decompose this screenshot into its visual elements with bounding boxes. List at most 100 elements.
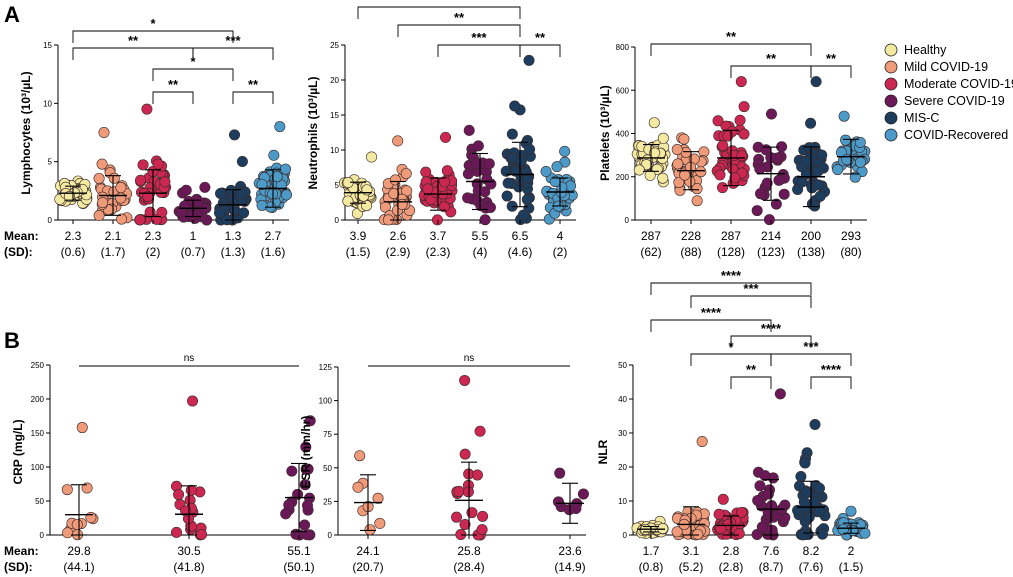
significance-bracket xyxy=(690,353,772,366)
significance-bracket xyxy=(152,91,194,104)
data-point xyxy=(304,415,316,427)
data-point xyxy=(794,480,806,492)
data-point xyxy=(521,194,533,206)
data-point xyxy=(301,499,313,511)
data-point xyxy=(717,140,729,152)
data-point xyxy=(673,176,685,188)
data-point xyxy=(509,100,521,112)
data-point xyxy=(552,496,564,508)
data-point xyxy=(256,178,268,190)
data-point xyxy=(838,110,850,122)
significance-label: *** xyxy=(471,30,487,45)
y-tick-label: 0 xyxy=(625,216,630,225)
y-axis-label: Neutrophils (10³/µL) xyxy=(306,77,320,190)
legend-label-severe: Severe COVID-19 xyxy=(904,94,1005,108)
data-point xyxy=(372,492,384,504)
data-point xyxy=(502,177,514,189)
y-tick-label: 75 xyxy=(323,430,332,439)
sd-label-a: (SD): xyxy=(4,245,33,259)
significance-bracket xyxy=(232,91,274,104)
y-tick-label: 25 xyxy=(330,41,339,50)
data-point xyxy=(401,185,413,197)
data-point xyxy=(515,155,527,167)
y-tick-label: 50 xyxy=(35,497,44,506)
y-tick-label: 40 xyxy=(618,395,627,404)
data-point xyxy=(657,172,669,184)
mean-value: 3.9 xyxy=(350,229,367,243)
y-tick-label: 0 xyxy=(335,216,340,225)
data-point xyxy=(551,161,563,173)
data-point xyxy=(692,528,704,540)
data-point xyxy=(477,510,489,522)
data-point xyxy=(180,184,192,196)
data-point xyxy=(440,131,452,143)
significance-bracket xyxy=(437,44,521,57)
panel-label-b: B xyxy=(4,328,20,353)
significance-label: ** xyxy=(128,33,139,48)
significance-bracket xyxy=(357,6,521,19)
legend-item-healthy: Healthy xyxy=(884,43,947,57)
sd-value: (20.7) xyxy=(352,560,383,574)
data-point xyxy=(96,158,108,170)
y-tick-label: 5 xyxy=(48,158,53,167)
chart-6: 0 10 20 30 40 50 NLR 1.7 (0.8) 3.1 (5.2) 2.8 (2.8) 7.… xyxy=(596,268,871,574)
data-point xyxy=(280,508,292,520)
data-point xyxy=(797,529,809,541)
chart-1: 0 5 10 15 Lymphocytes (10³/µL) 2.3 (0.6) 2.1 (1.… xyxy=(19,16,293,259)
significance-label: *** xyxy=(743,281,759,296)
data-point xyxy=(256,199,268,211)
y-tick-label: 0 xyxy=(623,531,628,540)
data-point xyxy=(192,195,204,207)
data-point xyxy=(286,465,298,477)
sd-value: (1.6) xyxy=(261,245,286,259)
y-axis-label: Lymphocytes (10³/µL) xyxy=(19,71,33,194)
mean-value: 293 xyxy=(841,229,861,243)
mean-value: 25.8 xyxy=(457,544,481,558)
data-point xyxy=(722,130,734,142)
data-point xyxy=(733,528,745,540)
mean-value: 2.3 xyxy=(65,229,82,243)
data-point xyxy=(389,174,401,186)
sd-value: (5.2) xyxy=(679,560,704,574)
y-tick-label: 200 xyxy=(616,173,630,182)
data-point xyxy=(354,450,366,462)
sd-value: (1.5) xyxy=(839,560,864,574)
legend-item-mild: Mild COVID-19 xyxy=(884,60,988,74)
data-point xyxy=(795,470,807,482)
data-point xyxy=(235,188,247,200)
mean-value: 2.7 xyxy=(265,229,282,243)
sd-value: (2.9) xyxy=(386,245,411,259)
sd-value: (1.3) xyxy=(221,245,246,259)
data-point xyxy=(577,488,589,500)
significance-label: ** xyxy=(726,29,737,44)
data-point xyxy=(754,480,766,492)
data-point xyxy=(672,158,684,170)
chart-5: 0 25 50 75 100 125 ESR (mm/hr) 24.1 (20.7) 25.8 (2… xyxy=(299,353,589,574)
mean-value: 1.7 xyxy=(643,544,660,558)
significance-label: **** xyxy=(761,321,782,336)
sd-value: (8.7) xyxy=(759,560,784,574)
significance-label: * xyxy=(150,16,156,31)
sd-value: (2.3) xyxy=(426,245,451,259)
data-point xyxy=(453,485,465,497)
mean-value: 7.6 xyxy=(763,544,780,558)
data-point xyxy=(691,195,703,207)
mean-value: 214 xyxy=(761,229,781,243)
y-tick-label: 15 xyxy=(43,41,52,50)
y-tick-label: 0 xyxy=(40,531,45,540)
sd-value: (1.7) xyxy=(101,245,126,259)
data-point xyxy=(752,494,764,506)
legend: Healthy Mild COVID-19 Moderate COVID-19 … xyxy=(884,43,1013,142)
data-point xyxy=(761,177,773,189)
data-point xyxy=(751,205,763,217)
legend-item-recovered: COVID-Recovered xyxy=(884,128,1008,142)
data-point xyxy=(187,395,199,407)
y-axis-label: NLR xyxy=(596,439,610,464)
data-point xyxy=(814,506,826,518)
sd-value: (28.4) xyxy=(453,560,484,574)
y-tick-label: 250 xyxy=(31,361,45,370)
significance-bracket xyxy=(690,295,812,308)
data-point xyxy=(859,527,871,539)
data-point xyxy=(225,184,237,196)
